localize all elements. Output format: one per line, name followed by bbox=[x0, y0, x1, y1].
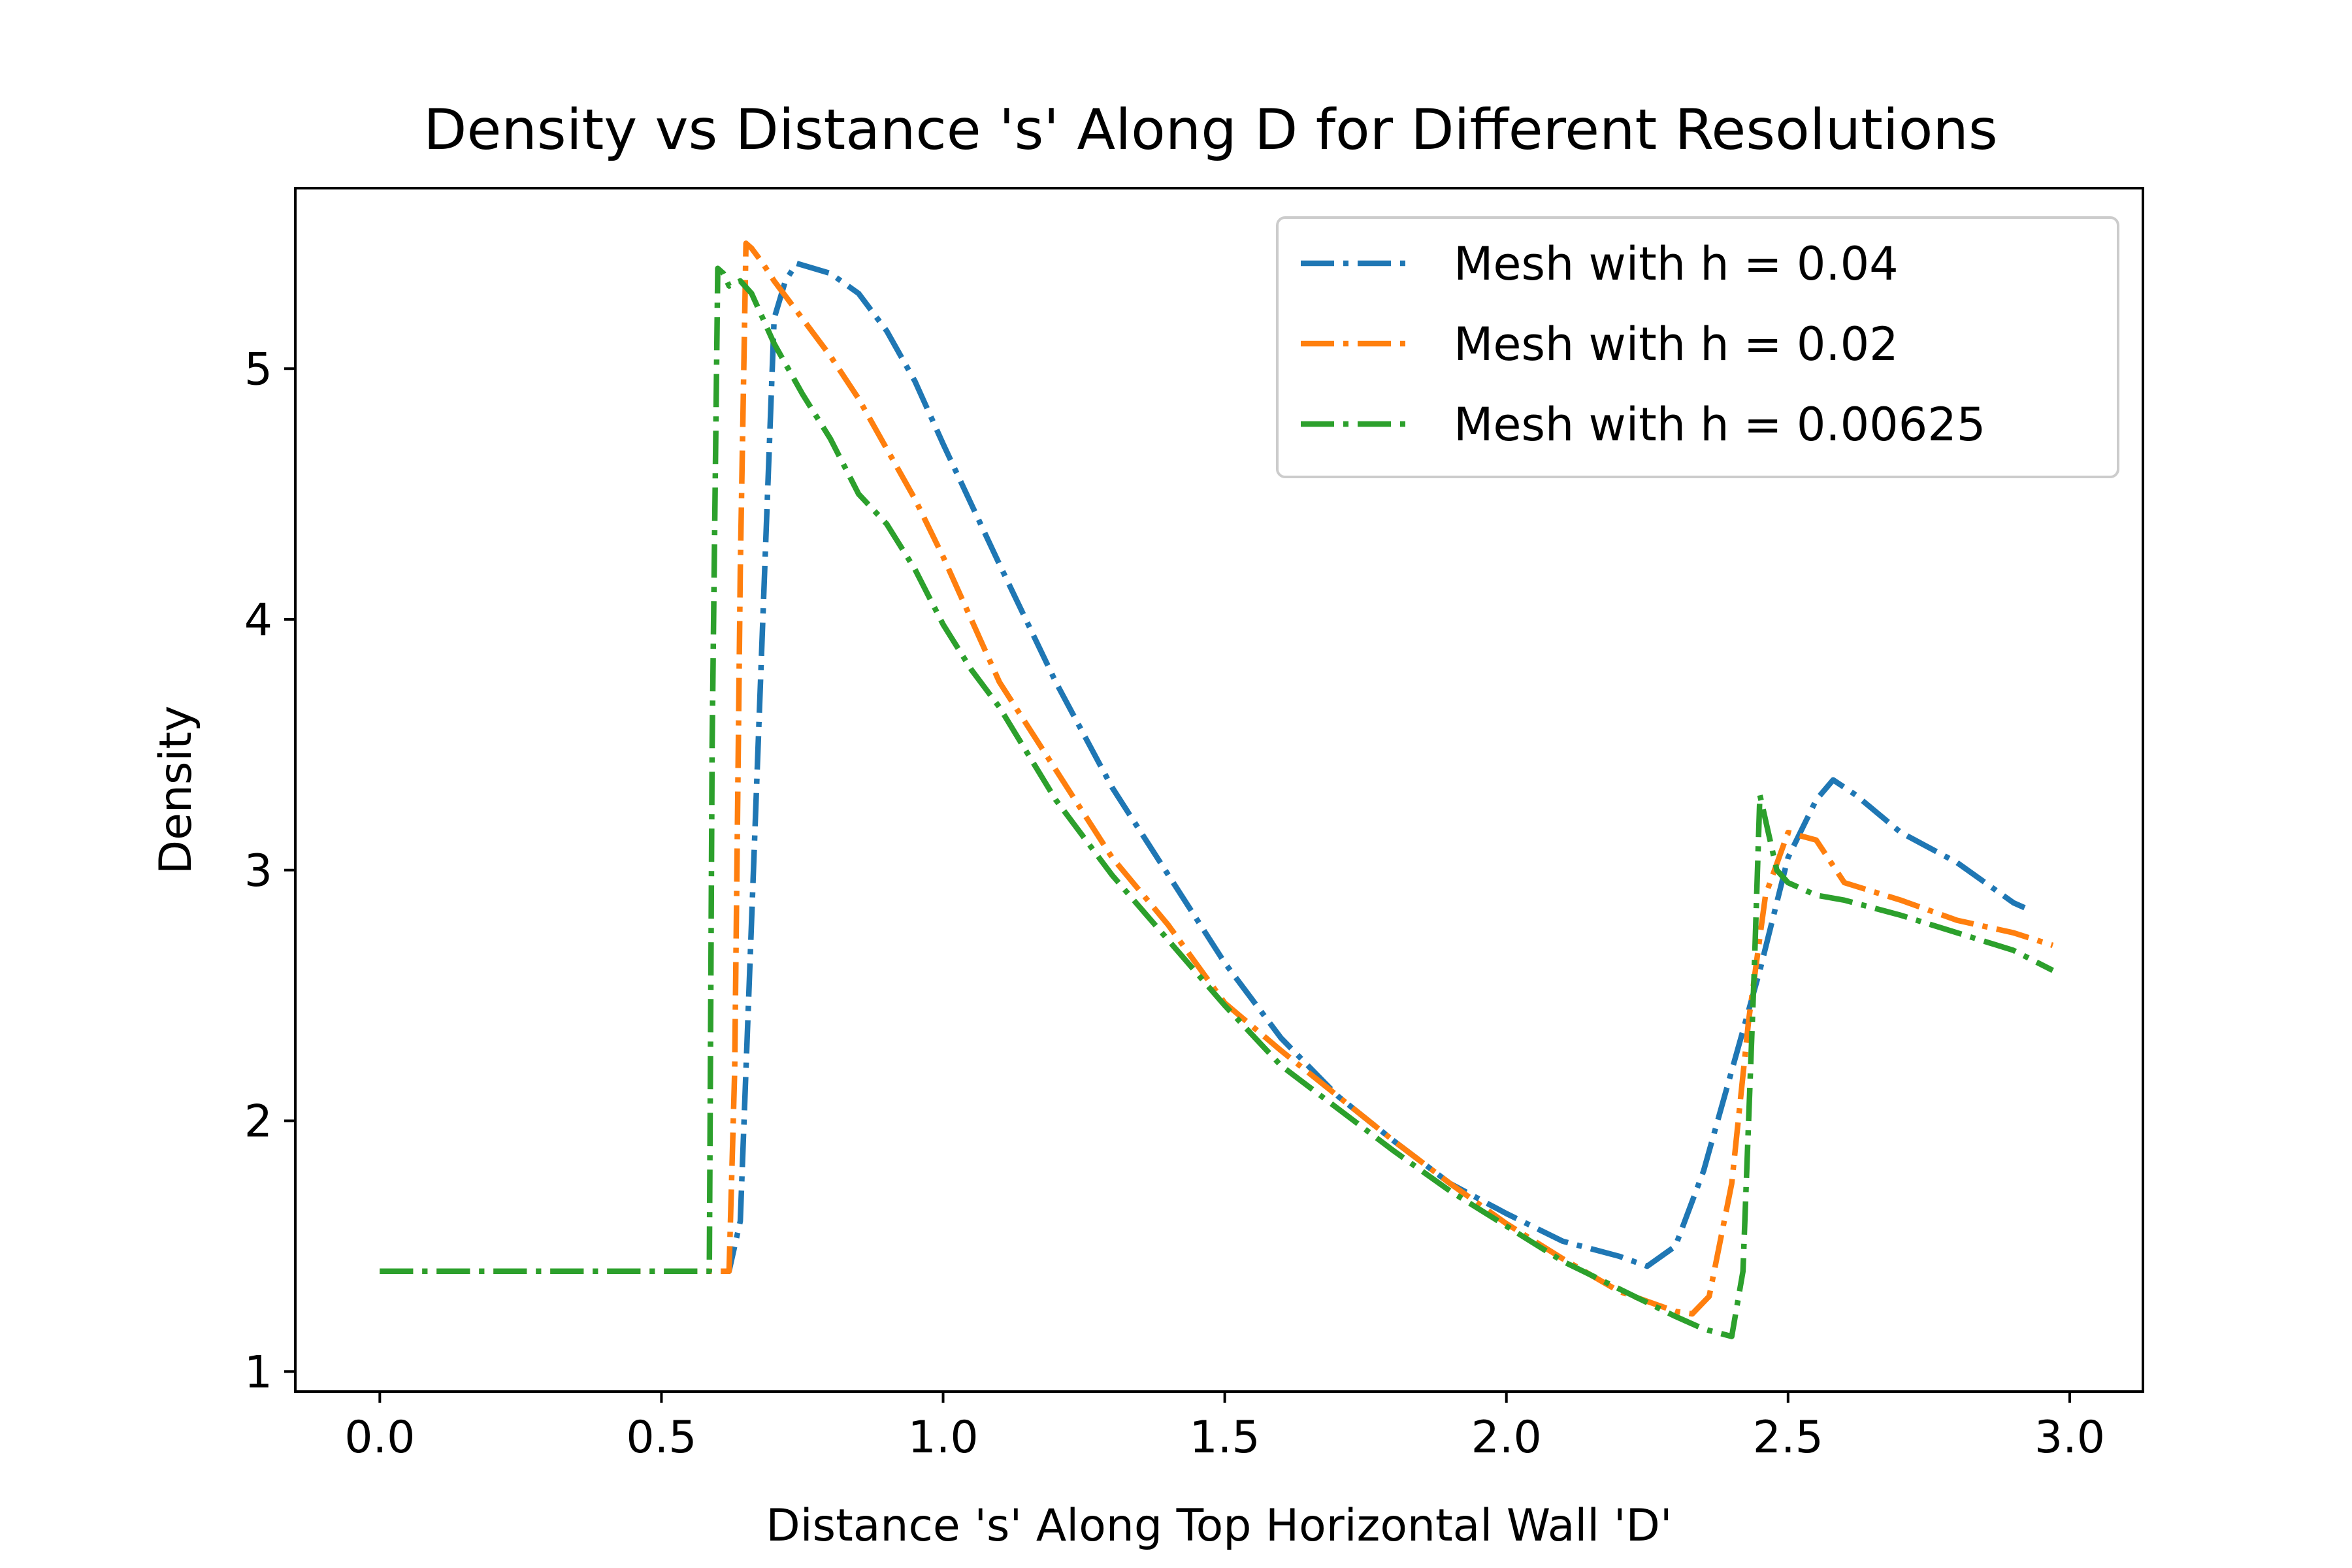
series-line-1 bbox=[380, 260, 2026, 1275]
y-tick-label: 3 bbox=[244, 845, 272, 897]
legend-label-1: Mesh with h = 0.04 bbox=[1454, 237, 1899, 291]
x-tick-label: 0.5 bbox=[626, 1412, 696, 1463]
x-tick-label: 1.0 bbox=[907, 1412, 978, 1463]
y-tick-label: 2 bbox=[244, 1096, 272, 1148]
legend-label-3: Mesh with h = 0.00625 bbox=[1454, 398, 1985, 451]
x-tick-label: 3.0 bbox=[2034, 1412, 2105, 1463]
y-axis-label: Density bbox=[150, 706, 202, 875]
x-tick-label: 0.0 bbox=[344, 1412, 415, 1463]
legend: Mesh with h = 0.04 Mesh with h = 0.02 Mesh… bbox=[1276, 216, 2119, 478]
plot-frame bbox=[294, 187, 2144, 1393]
chart-title: Density vs Distance 's' Along D for Diff… bbox=[423, 97, 1997, 163]
series-line-3 bbox=[380, 265, 2054, 1339]
x-tick-label: 2.0 bbox=[1471, 1412, 1542, 1463]
plot-area-lines bbox=[380, 240, 2054, 1339]
legend-label-2: Mesh with h = 0.02 bbox=[1454, 318, 1899, 371]
x-tick-label: 2.5 bbox=[1753, 1412, 1823, 1463]
x-axis-label: Distance 's' Along Top Horizontal Wall '… bbox=[766, 1500, 1672, 1552]
y-tick-label: 4 bbox=[244, 595, 272, 646]
series-line-2 bbox=[380, 240, 2054, 1317]
legend-box bbox=[1276, 216, 2119, 478]
y-tick-label: 5 bbox=[244, 344, 272, 395]
x-axis-ticks: 0.0 0.5 1.0 1.5 2.0 2.5 3.0 bbox=[344, 1392, 2105, 1463]
x-tick-label: 1.5 bbox=[1190, 1412, 1260, 1463]
y-tick-label: 1 bbox=[244, 1347, 272, 1398]
y-axis-ticks: 1 2 3 4 5 bbox=[244, 344, 295, 1398]
